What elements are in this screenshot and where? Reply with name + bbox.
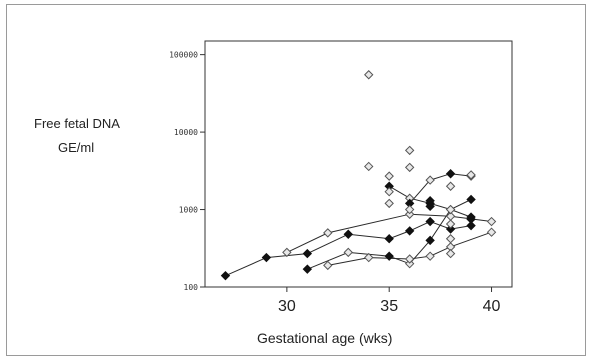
- scatter-point: [384, 198, 394, 209]
- y-tick-label: 10000: [174, 128, 198, 137]
- series-5-point: [466, 194, 476, 205]
- series-3-point: [425, 235, 435, 246]
- series-1-point: [425, 216, 435, 227]
- series-6-point: [445, 169, 456, 179]
- series-2-point: [282, 247, 292, 258]
- scatter-point: [404, 145, 415, 156]
- series-5-point: [445, 204, 456, 215]
- series-line-6: [409, 173, 472, 204]
- y-tick-label: 100: [184, 283, 199, 292]
- y-axis-label-line-1: Free fetal DNA: [34, 116, 120, 131]
- series-1-point: [220, 270, 231, 281]
- chart-frame: [6, 4, 586, 356]
- y-axis-label-line-2: GE/ml: [58, 140, 95, 155]
- series-3-point: [343, 247, 353, 258]
- series-1-point: [466, 220, 476, 231]
- scatter-point: [445, 248, 456, 259]
- scatter-point: [445, 181, 456, 191]
- series-6-point: [425, 175, 435, 185]
- series-1-point: [261, 252, 272, 263]
- scatter-point: [384, 171, 394, 181]
- series-1-point: [404, 226, 415, 236]
- scatter-point: [445, 219, 456, 229]
- series-1-point: [343, 229, 353, 239]
- series-1-point: [384, 234, 394, 244]
- series-2-point: [486, 216, 497, 227]
- scatter-point: [364, 161, 374, 172]
- plot-border: [204, 40, 513, 288]
- scatter-point: [404, 204, 415, 215]
- scatter-point: [466, 214, 476, 224]
- scatter-point: [364, 70, 374, 80]
- x-tick-label: 40: [483, 298, 501, 315]
- series-4-point: [323, 260, 333, 271]
- series-line-4: [327, 231, 492, 266]
- series-4-point: [404, 254, 415, 264]
- series-1-point: [445, 224, 456, 234]
- series-3-point: [384, 251, 394, 261]
- series-4-point: [425, 251, 435, 261]
- series-3-point: [302, 264, 313, 274]
- series-4-point: [364, 252, 374, 263]
- scatter-point: [466, 170, 476, 180]
- y-tick-label: 1000: [179, 206, 198, 215]
- scatter-point: [404, 162, 415, 173]
- series-line-2: [286, 213, 492, 253]
- x-tick-label: 35: [380, 298, 398, 315]
- scatter-point: [445, 234, 456, 244]
- scatter-point: [425, 201, 435, 212]
- series-4-point: [486, 227, 497, 237]
- scatter-point: [384, 186, 394, 197]
- series-1-point: [302, 248, 313, 259]
- series-2-point: [323, 228, 333, 238]
- x-tick-label: 30: [278, 298, 296, 315]
- y-tick-label: 100000: [169, 51, 198, 60]
- x-axis-label: Gestational age (wks): [257, 330, 393, 346]
